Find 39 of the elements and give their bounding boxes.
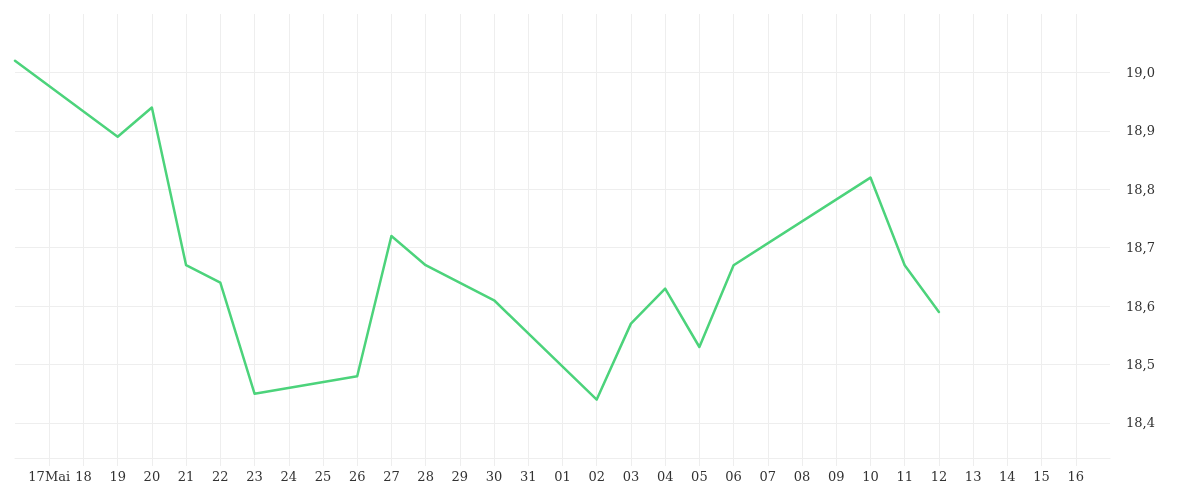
x-tick-label: 28 [417,469,434,484]
x-tick-label: 25 [314,469,332,484]
x-tick-label: 18 [75,469,92,484]
x-tick-label: 13 [964,469,982,484]
x-tick-label: 16 [1067,469,1085,484]
x-tick-label: 22 [212,469,229,484]
y-tick-label: 18,4 [1126,415,1155,431]
y-tick-label: 18,7 [1126,240,1155,256]
x-tick-label: 01 [554,469,571,484]
x-tick-label: 15 [1033,469,1050,484]
y-tick-label: 18,9 [1126,123,1155,139]
x-tick-label: 23 [246,469,263,484]
x-tick-label: 24 [280,469,298,484]
x-tick-label: 07 [759,469,777,484]
x-tick-label: 20 [143,469,161,484]
x-tick-label: 30 [485,469,503,484]
x-tick-label: 21 [177,469,195,484]
x-tick-label: 10 [862,469,879,484]
line-series [13,59,941,401]
x-tick-label: 31 [520,469,537,484]
x-tick-label: 27 [383,469,400,484]
y-tick-label: 18,8 [1126,181,1155,197]
x-tick-label: 14 [999,469,1016,484]
x-tick-label: 29 [451,469,469,484]
x-tick-label: 19 [109,469,126,484]
x-tick-label: 17Mai [28,469,71,484]
x-tick-label: 26 [348,469,366,484]
x-tick-label: 09 [827,469,845,484]
x-tick-label: 06 [725,469,742,484]
x-tick-label: 02 [588,469,605,484]
x-tick-label: 12 [930,469,948,484]
x-tick-label: 03 [622,469,640,484]
y-tick-label: 18,5 [1126,357,1155,373]
y-tick-label: 18,6 [1126,298,1155,314]
x-tick-label: 11 [896,469,913,484]
y-tick-label: 19,0 [1126,64,1155,80]
x-tick-label: 04 [656,469,674,484]
x-tick-label: 05 [691,469,708,484]
x-tick-label: 08 [793,469,811,484]
